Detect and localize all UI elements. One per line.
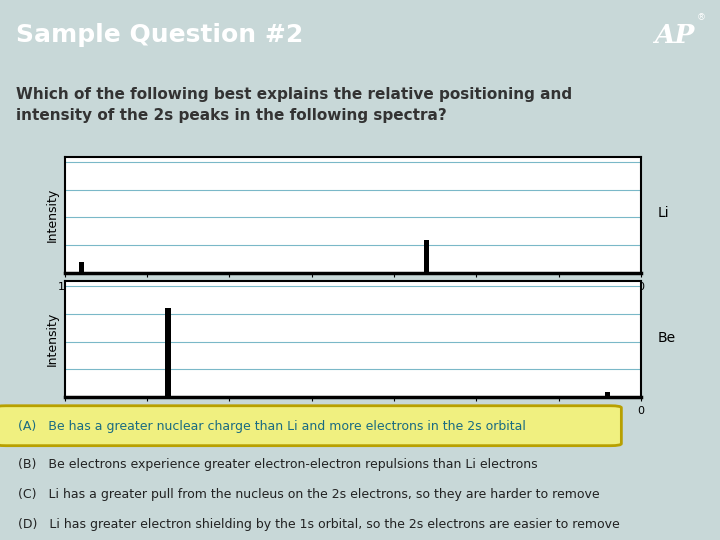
Bar bbox=[78, 262, 84, 273]
X-axis label: Binding Energy (MJ/mol): Binding Energy (MJ/mol) bbox=[282, 298, 424, 310]
Text: (B)   Be electrons experience greater electron-electron repulsions than Li elect: (B) Be electrons experience greater elec… bbox=[18, 458, 538, 471]
Bar bbox=[606, 393, 611, 397]
Text: (C)   Li has a greater pull from the nucleus on the 2s electrons, so they are ha: (C) Li has a greater pull from the nucle… bbox=[18, 488, 600, 501]
X-axis label: Binding Energy (MJ/mol): Binding Energy (MJ/mol) bbox=[282, 422, 424, 435]
FancyBboxPatch shape bbox=[0, 406, 621, 446]
Bar bbox=[165, 308, 171, 397]
Text: (A)   Be has a greater nuclear charge than Li and more electrons in the 2s orbit: (A) Be has a greater nuclear charge than… bbox=[18, 420, 526, 433]
Y-axis label: Intensity: Intensity bbox=[46, 187, 59, 242]
Text: Be: Be bbox=[657, 330, 675, 345]
Text: Li: Li bbox=[657, 206, 669, 220]
Text: ®: ® bbox=[697, 13, 706, 22]
Text: Sample Question #2: Sample Question #2 bbox=[16, 23, 303, 47]
Text: AP: AP bbox=[654, 23, 695, 48]
Y-axis label: Intensity: Intensity bbox=[46, 312, 59, 366]
Text: (D)   Li has greater electron shielding by the 1s orbital, so the 2s electrons a: (D) Li has greater electron shielding by… bbox=[18, 518, 620, 531]
Bar bbox=[424, 240, 429, 273]
Text: Which of the following best explains the relative positioning and
intensity of t: Which of the following best explains the… bbox=[16, 87, 572, 124]
